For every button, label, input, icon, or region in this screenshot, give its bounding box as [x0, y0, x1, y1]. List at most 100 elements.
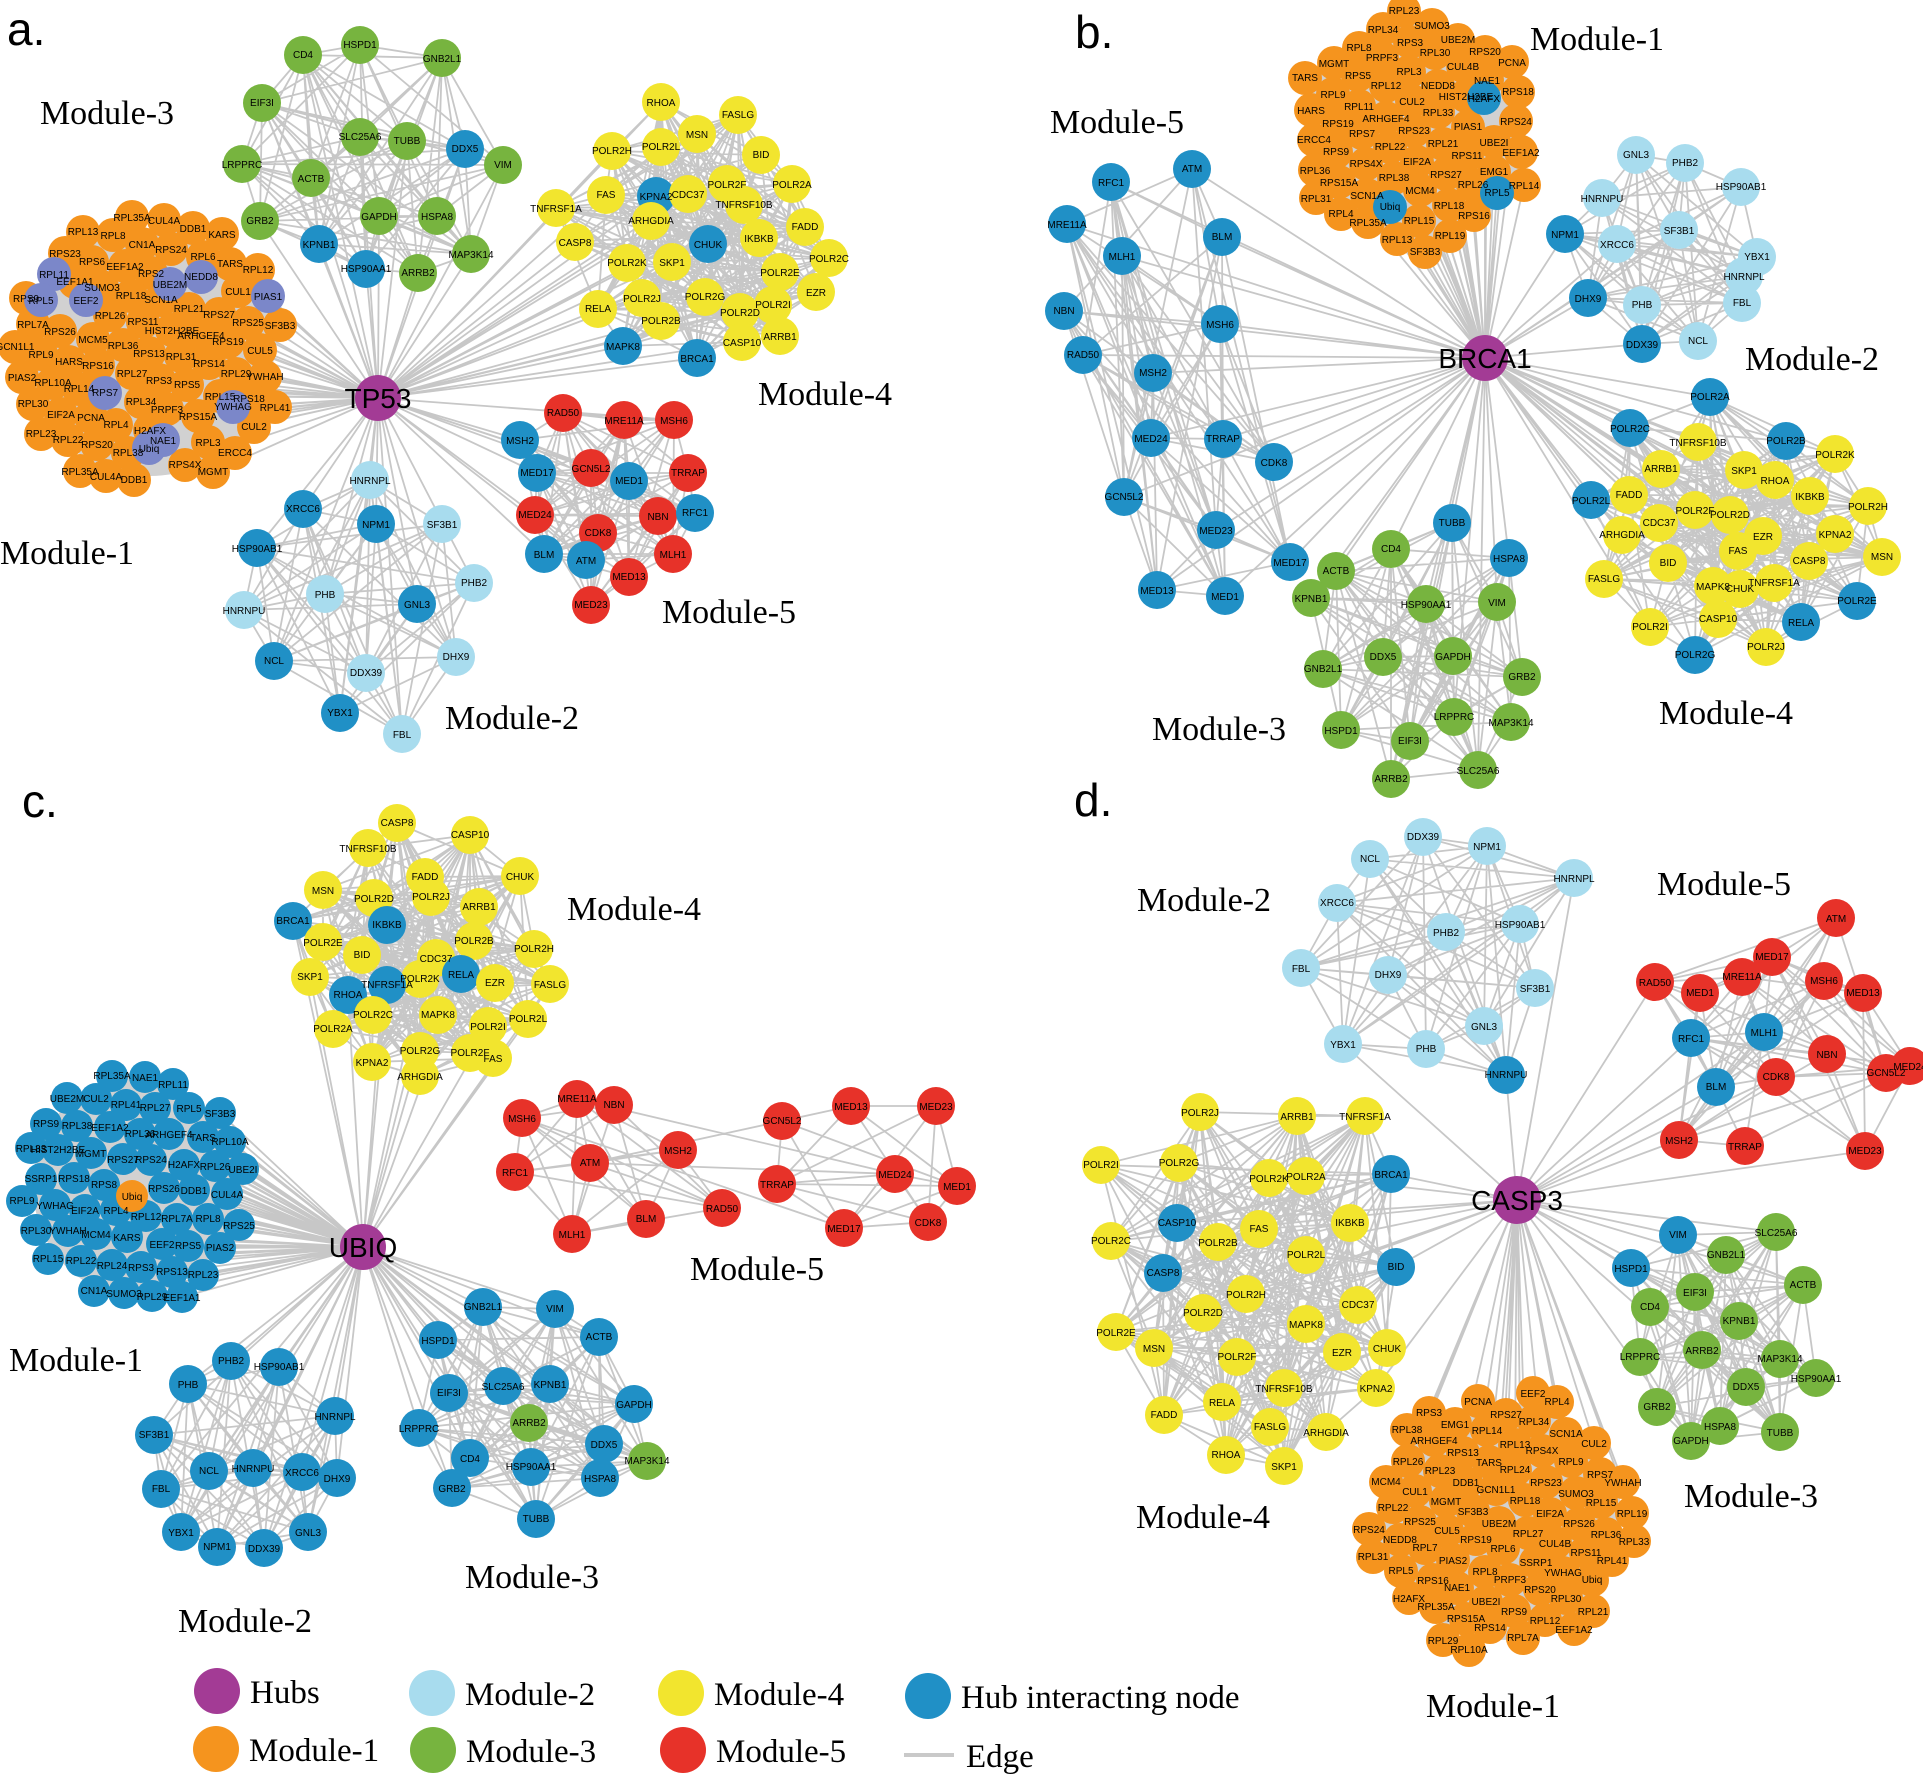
svg-text:POLR2B: POLR2B	[1766, 436, 1806, 447]
svg-text:CUL1: CUL1	[225, 287, 251, 298]
svg-text:TRRAP: TRRAP	[1206, 434, 1240, 445]
svg-text:RPS9: RPS9	[1501, 1607, 1528, 1618]
svg-text:ARHGEF4: ARHGEF4	[1410, 1436, 1458, 1447]
svg-text:RPL15: RPL15	[33, 1254, 64, 1265]
svg-text:Module-1: Module-1	[249, 1733, 379, 1769]
svg-text:RPL30: RPL30	[1551, 1594, 1582, 1605]
svg-text:RPL19: RPL19	[1435, 231, 1466, 242]
svg-text:NCL: NCL	[1688, 336, 1708, 347]
svg-text:YBX1: YBX1	[168, 1528, 194, 1539]
svg-text:POLR2C: POLR2C	[353, 1010, 393, 1021]
svg-text:GNL3: GNL3	[1623, 150, 1650, 161]
svg-text:POLR2D: POLR2D	[720, 308, 760, 319]
svg-text:Module-1: Module-1	[1426, 1688, 1560, 1725]
svg-text:RPL8: RPL8	[1346, 43, 1371, 54]
svg-text:RPS4X: RPS4X	[169, 460, 202, 471]
svg-text:VIM: VIM	[1488, 598, 1506, 609]
svg-text:PHB2: PHB2	[218, 1356, 245, 1367]
svg-text:RPL21: RPL21	[1578, 1607, 1609, 1618]
svg-text:H2AFX: H2AFX	[134, 426, 167, 437]
svg-text:POLR2G: POLR2G	[685, 292, 726, 303]
svg-text:RPL18: RPL18	[116, 291, 147, 302]
svg-text:TRRAP: TRRAP	[1728, 1142, 1762, 1153]
svg-text:FADD: FADD	[1151, 1410, 1178, 1421]
svg-text:RPL11: RPL11	[39, 270, 69, 281]
svg-text:EIF2A: EIF2A	[47, 410, 75, 421]
svg-text:RPL6: RPL6	[1490, 1544, 1515, 1555]
svg-text:FBL: FBL	[393, 730, 412, 741]
svg-text:RPL12: RPL12	[243, 265, 274, 276]
svg-text:CUL1: CUL1	[1402, 1487, 1428, 1498]
svg-text:POLR2A: POLR2A	[1690, 392, 1730, 403]
svg-text:RELA: RELA	[1209, 1398, 1235, 1409]
svg-text:RPL6: RPL6	[190, 252, 215, 263]
svg-text:MAPK8: MAPK8	[606, 342, 640, 353]
svg-text:POLR2G: POLR2G	[1675, 650, 1716, 661]
svg-text:RPS19: RPS19	[1322, 119, 1354, 130]
svg-text:HSP90AA1: HSP90AA1	[1401, 600, 1452, 611]
svg-text:SSRP1: SSRP1	[1520, 1558, 1553, 1569]
svg-text:CUL2: CUL2	[1581, 1439, 1607, 1450]
svg-text:UBE2M: UBE2M	[153, 280, 187, 291]
svg-text:KPNA2: KPNA2	[1819, 530, 1852, 541]
svg-text:CASP8: CASP8	[1793, 556, 1826, 567]
svg-text:RPL35A: RPL35A	[1417, 1602, 1455, 1613]
svg-text:SLC25A6: SLC25A6	[1755, 1228, 1798, 1239]
svg-text:HSP90AA1: HSP90AA1	[341, 264, 392, 275]
svg-text:RFC1: RFC1	[502, 1168, 529, 1179]
svg-text:DHX9: DHX9	[1375, 970, 1402, 981]
svg-text:CDC37: CDC37	[420, 954, 453, 965]
svg-text:IKBKB: IKBKB	[744, 234, 774, 245]
svg-text:MED24: MED24	[1134, 434, 1168, 445]
svg-text:RPL15: RPL15	[1586, 1498, 1617, 1509]
svg-text:KPNB1: KPNB1	[303, 240, 336, 251]
svg-text:POLR2E: POLR2E	[303, 938, 343, 949]
svg-text:POLR2K: POLR2K	[1815, 450, 1855, 461]
svg-text:RPS7: RPS7	[92, 388, 119, 399]
svg-text:FADD: FADD	[412, 872, 439, 883]
svg-text:CD4: CD4	[460, 1454, 480, 1465]
svg-text:XRCC6: XRCC6	[1320, 898, 1354, 909]
svg-text:RPL13: RPL13	[68, 227, 99, 238]
svg-text:EIF3I: EIF3I	[1683, 1288, 1707, 1299]
svg-text:RPL9: RPL9	[1320, 90, 1345, 101]
svg-text:Module-4: Module-4	[567, 891, 701, 928]
svg-text:H2AFX: H2AFX	[1393, 1594, 1426, 1605]
svg-text:RPS3: RPS3	[1416, 1408, 1443, 1419]
svg-text:SKP1: SKP1	[297, 972, 323, 983]
svg-text:PIAS2: PIAS2	[206, 1243, 235, 1254]
svg-text:RPL33: RPL33	[16, 1144, 47, 1155]
svg-text:DDX5: DDX5	[1370, 652, 1397, 663]
svg-text:HIST2H2BE: HIST2H2BE	[1439, 92, 1494, 103]
svg-text:EIF2A: EIF2A	[71, 1206, 99, 1217]
svg-text:Module-3: Module-3	[465, 1559, 599, 1596]
svg-text:PRPF3: PRPF3	[151, 405, 184, 416]
svg-text:POLR2A: POLR2A	[1286, 1172, 1326, 1183]
svg-text:CUL2: CUL2	[241, 422, 267, 433]
svg-text:TARS: TARS	[1292, 73, 1318, 84]
svg-text:MSH2: MSH2	[1665, 1136, 1693, 1147]
svg-text:RPS16: RPS16	[1417, 1576, 1449, 1587]
svg-text:Module-2: Module-2	[1745, 341, 1879, 378]
svg-text:POLR2L: POLR2L	[642, 142, 681, 153]
svg-text:RPS24: RPS24	[135, 1155, 167, 1166]
svg-text:POLR2C: POLR2C	[1610, 424, 1650, 435]
svg-text:RPL24: RPL24	[97, 1261, 128, 1272]
svg-text:RPL26: RPL26	[1393, 1457, 1424, 1468]
svg-text:MED1: MED1	[943, 1182, 971, 1193]
svg-text:CD4: CD4	[1640, 1302, 1660, 1313]
svg-text:RPS3: RPS3	[146, 376, 173, 387]
svg-text:GRB2: GRB2	[246, 216, 274, 227]
svg-text:POLR2G: POLR2G	[1159, 1158, 1200, 1169]
svg-text:RPS7: RPS7	[1349, 129, 1376, 140]
svg-text:BID: BID	[753, 150, 770, 161]
svg-text:RPL4: RPL4	[103, 1206, 128, 1217]
svg-text:DDX39: DDX39	[248, 1544, 281, 1555]
svg-text:RPS11: RPS11	[1452, 151, 1483, 162]
svg-text:RPL9: RPL9	[1558, 1457, 1583, 1468]
svg-text:EEF1A2: EEF1A2	[1502, 148, 1540, 159]
svg-text:HARS: HARS	[1297, 106, 1325, 117]
svg-text:RPL36: RPL36	[1591, 1530, 1622, 1541]
svg-text:PIAS1: PIAS1	[1454, 122, 1483, 133]
svg-text:CDC37: CDC37	[1342, 1300, 1375, 1311]
